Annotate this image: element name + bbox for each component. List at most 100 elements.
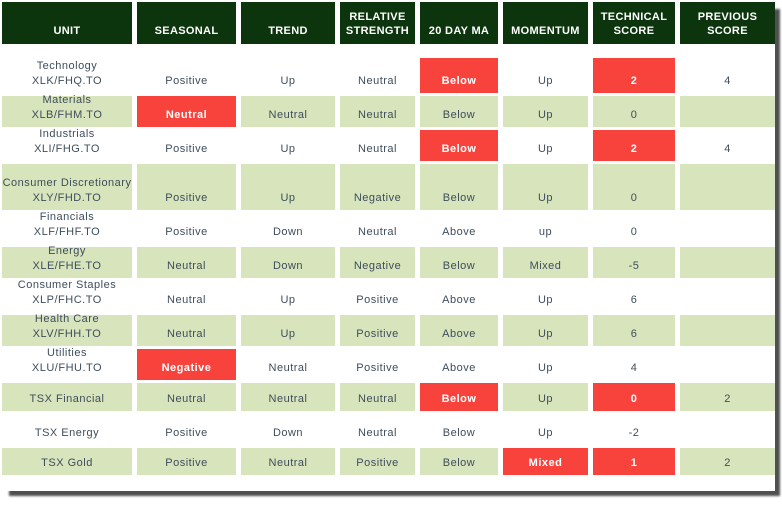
seasonal-cell-value: Neutral	[167, 294, 206, 306]
ma-20day-cell: Above	[420, 315, 498, 346]
technical-score-cell: -2	[593, 414, 675, 445]
seasonal-cell-value: Positive	[165, 143, 208, 155]
column-header-previous-score: PREVIOUS SCORE	[680, 2, 775, 44]
relative-strength-cell-value: Neutral	[358, 109, 397, 121]
trend-cell-value: Down	[272, 427, 304, 439]
ma-20day-cell: Below	[420, 130, 498, 161]
momentum-cell-value: Up	[537, 393, 554, 405]
unit-cell: TSX Gold	[2, 448, 132, 475]
unit-cell: Energy XLE/FHE.TO	[2, 245, 132, 278]
seasonal-cell: Neutral	[137, 96, 236, 127]
unit-name: Utilities	[47, 347, 87, 359]
previous-score-cell: 2	[680, 383, 775, 411]
trend-cell-value: Down	[272, 260, 304, 272]
technical-score-cell-value: 0	[630, 393, 638, 405]
column-header-relative-strength: RELATIVE STRENGTH	[340, 2, 415, 44]
seasonal-cell: Positive	[137, 47, 236, 93]
sector-technical-score-table: UNIT SEASONAL TREND RELATIVE STRENGTH 20…	[2, 2, 775, 491]
ma-20day-cell: Above	[420, 213, 498, 244]
momentum-cell: Up	[503, 315, 588, 346]
unit-ticker: XLP/FHC.TO	[32, 294, 102, 306]
unit-name: TSX Financial	[29, 393, 105, 405]
momentum-cell: Up	[503, 47, 588, 93]
trend-cell-value: Neutral	[268, 393, 308, 405]
momentum-cell: up	[503, 213, 588, 244]
ma-20day-cell-value: Below	[441, 393, 477, 405]
trend-cell: Up	[241, 47, 335, 93]
seasonal-cell: Positive	[137, 130, 236, 161]
relative-strength-cell: Negative	[340, 247, 415, 278]
trend-cell-value: Up	[280, 328, 296, 340]
ma-20day-cell-value: Above	[442, 294, 476, 306]
column-header-trend: TREND	[241, 2, 335, 44]
relative-strength-cell-value: Positive	[356, 328, 399, 340]
technical-score-cell: 0	[593, 164, 675, 210]
unit-cell: Financials XLF/FHF.TO	[2, 211, 132, 244]
relative-strength-cell: Positive	[340, 349, 415, 380]
ma-20day-cell: Below	[420, 383, 498, 411]
technical-score-cell-value: 2	[630, 75, 638, 87]
column-header-label: 20 DAY MA	[428, 25, 490, 37]
relative-strength-cell-value: Positive	[356, 362, 399, 374]
trend-cell: Neutral	[241, 383, 335, 411]
seasonal-cell-value: Neutral	[167, 260, 206, 272]
trend-cell: Up	[241, 315, 335, 346]
seasonal-cell: Neutral	[137, 383, 236, 411]
trend-cell: Down	[241, 247, 335, 278]
trend-cell: Neutral	[241, 349, 335, 380]
momentum-cell-value: Up	[537, 143, 554, 155]
unit-ticker: XLY/FHD.TO	[32, 192, 102, 204]
unit-ticker: XLI/FHG.TO	[34, 143, 100, 155]
relative-strength-cell-value: Negative	[353, 192, 402, 204]
relative-strength-cell-value: Neutral	[358, 393, 397, 405]
technical-score-cell: 2	[593, 47, 675, 93]
momentum-cell-value: Up	[537, 294, 554, 306]
column-header-label: UNIT	[53, 25, 81, 37]
relative-strength-cell: Neutral	[340, 383, 415, 411]
ma-20day-cell-value: Above	[442, 328, 476, 340]
seasonal-cell-value: Neutral	[165, 109, 208, 121]
column-header-label: SEASONAL	[154, 25, 219, 37]
previous-score-cell	[680, 281, 775, 312]
momentum-cell: Up	[503, 164, 588, 210]
seasonal-cell-value: Positive	[165, 192, 208, 204]
momentum-cell-value: up	[538, 226, 553, 238]
ma-20day-cell: Below	[420, 247, 498, 278]
seasonal-cell-value: Positive	[165, 226, 208, 238]
seasonal-cell: Positive	[137, 414, 236, 445]
trend-cell-value: Up	[280, 143, 296, 155]
seasonal-cell-value: Negative	[161, 362, 212, 374]
momentum-cell-value: Up	[537, 75, 554, 87]
relative-strength-cell-value: Neutral	[358, 226, 397, 238]
relative-strength-cell-value: Neutral	[358, 143, 397, 155]
previous-score-cell	[680, 315, 775, 346]
relative-strength-cell: Positive	[340, 448, 415, 475]
unit-name: Industrials	[39, 128, 95, 140]
momentum-cell-value: Up	[537, 328, 554, 340]
trend-cell-value: Neutral	[268, 457, 308, 469]
unit-cell: Technology XLK/FHQ.TO	[2, 47, 132, 93]
ma-20day-cell: Below	[420, 448, 498, 475]
relative-strength-cell: Positive	[340, 315, 415, 346]
unit-cell: TSX Financial	[2, 383, 132, 411]
seasonal-cell: Neutral	[137, 281, 236, 312]
unit-ticker: XLF/FHF.TO	[33, 226, 101, 238]
column-header-20-day-ma: 20 DAY MA	[420, 2, 498, 44]
trend-cell-value: Down	[272, 226, 304, 238]
column-header-unit: UNIT	[2, 2, 132, 44]
relative-strength-cell: Positive	[340, 281, 415, 312]
previous-score-cell-value: 2	[724, 457, 731, 469]
column-header-label: PREVIOUS SCORE	[697, 11, 758, 37]
relative-strength-cell: Negative	[340, 164, 415, 210]
relative-strength-cell-value: Neutral	[358, 75, 397, 87]
technical-score-cell: 0	[593, 213, 675, 244]
relative-strength-cell: Neutral	[340, 414, 415, 445]
unit-ticker: XLB/FHM.TO	[31, 109, 103, 121]
ma-20day-cell-value: Below	[442, 192, 476, 204]
unit-cell: Industrials XLI/FHG.TO	[2, 128, 132, 161]
column-header-label: TECHNICAL SCORE	[600, 11, 668, 37]
trend-cell: Neutral	[241, 96, 335, 127]
unit-name: Health Care	[34, 313, 100, 325]
momentum-cell-value: Up	[537, 427, 554, 439]
technical-score-cell-value: 6	[630, 294, 638, 306]
